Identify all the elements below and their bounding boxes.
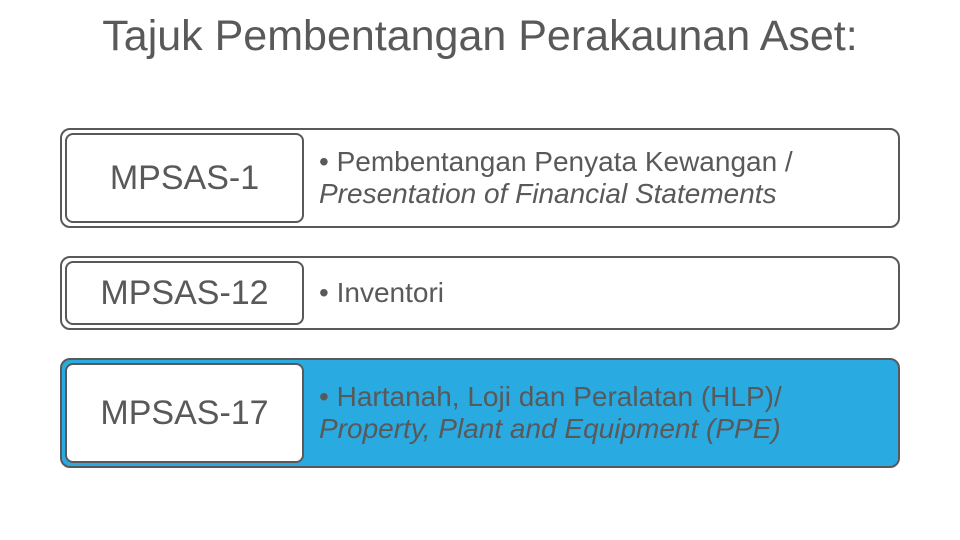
row-mpsas-17: MPSAS-17 • Hartanah, Loji dan Peralatan … bbox=[60, 358, 900, 468]
slide-title: Tajuk Pembentangan Perakaunan Aset: bbox=[70, 12, 890, 60]
row-label: MPSAS-1 bbox=[110, 159, 259, 198]
row-label: MPSAS-17 bbox=[100, 394, 268, 433]
row-label-pill: MPSAS-12 bbox=[65, 261, 304, 325]
row-mpsas-1: MPSAS-1 • Pembentangan Penyata Kewangan … bbox=[60, 128, 900, 228]
row-label-pill: MPSAS-17 bbox=[65, 363, 304, 463]
row-desc-text: • Pembentangan Penyata Kewangan / Presen… bbox=[319, 146, 888, 210]
rows-container: MPSAS-1 • Pembentangan Penyata Kewangan … bbox=[60, 128, 900, 496]
row-desc-text: • Hartanah, Loji dan Peralatan (HLP)/ Pr… bbox=[319, 381, 888, 445]
row-label-wrap: MPSAS-17 bbox=[62, 360, 307, 466]
row-label-wrap: MPSAS-12 bbox=[62, 258, 307, 328]
row-label: MPSAS-12 bbox=[100, 274, 268, 313]
row-desc: • Pembentangan Penyata Kewangan / Presen… bbox=[307, 130, 898, 226]
row-label-wrap: MPSAS-1 bbox=[62, 130, 307, 226]
slide: Tajuk Pembentangan Perakaunan Aset: MPSA… bbox=[0, 0, 960, 540]
row-mpsas-12: MPSAS-12 • Inventori bbox=[60, 256, 900, 330]
row-desc: • Inventori bbox=[307, 258, 898, 328]
row-desc-text: • Inventori bbox=[319, 277, 444, 309]
row-label-pill: MPSAS-1 bbox=[65, 133, 304, 223]
row-desc: • Hartanah, Loji dan Peralatan (HLP)/ Pr… bbox=[307, 360, 898, 466]
